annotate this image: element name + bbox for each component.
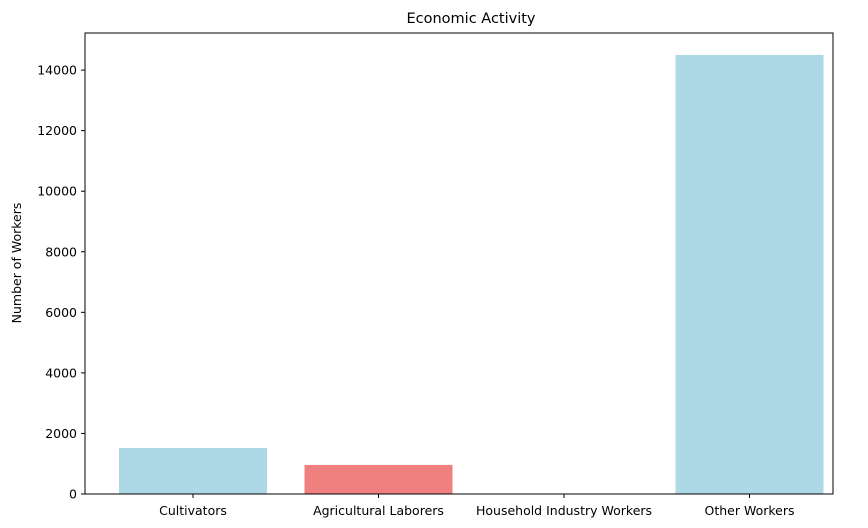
y-tick-label: 6000 <box>45 305 77 320</box>
plot-frame <box>84 32 834 495</box>
x-tick-label: Agricultural Laborers <box>313 503 444 518</box>
bar-other-workers <box>675 54 824 494</box>
y-tick-label: 12000 <box>37 123 77 138</box>
x-ticks-group: Cultivators Agricultural Laborers Househol… <box>159 494 795 518</box>
y-tick-label: 2000 <box>45 426 77 441</box>
y-tick-label: 14000 <box>37 63 77 78</box>
y-tick-label: 4000 <box>45 365 77 380</box>
y-ticks-group: 0 2000 4000 6000 8000 10000 12000 14000 <box>37 63 85 502</box>
x-tick-label: Other Workers <box>704 503 794 518</box>
x-tick-label: Household Industry Workers <box>476 503 652 518</box>
x-tick-label: Cultivators <box>159 503 227 518</box>
y-tick-label: 10000 <box>37 184 77 199</box>
y-tick-label: 8000 <box>45 244 77 259</box>
chart-title: Economic Activity <box>406 11 535 27</box>
y-tick-label: 0 <box>69 487 77 502</box>
y-axis-label: Number of Workers <box>9 203 24 324</box>
bar-agricultural-laborers <box>304 464 453 494</box>
bars-group <box>119 54 824 494</box>
bar-cultivators <box>119 447 267 494</box>
